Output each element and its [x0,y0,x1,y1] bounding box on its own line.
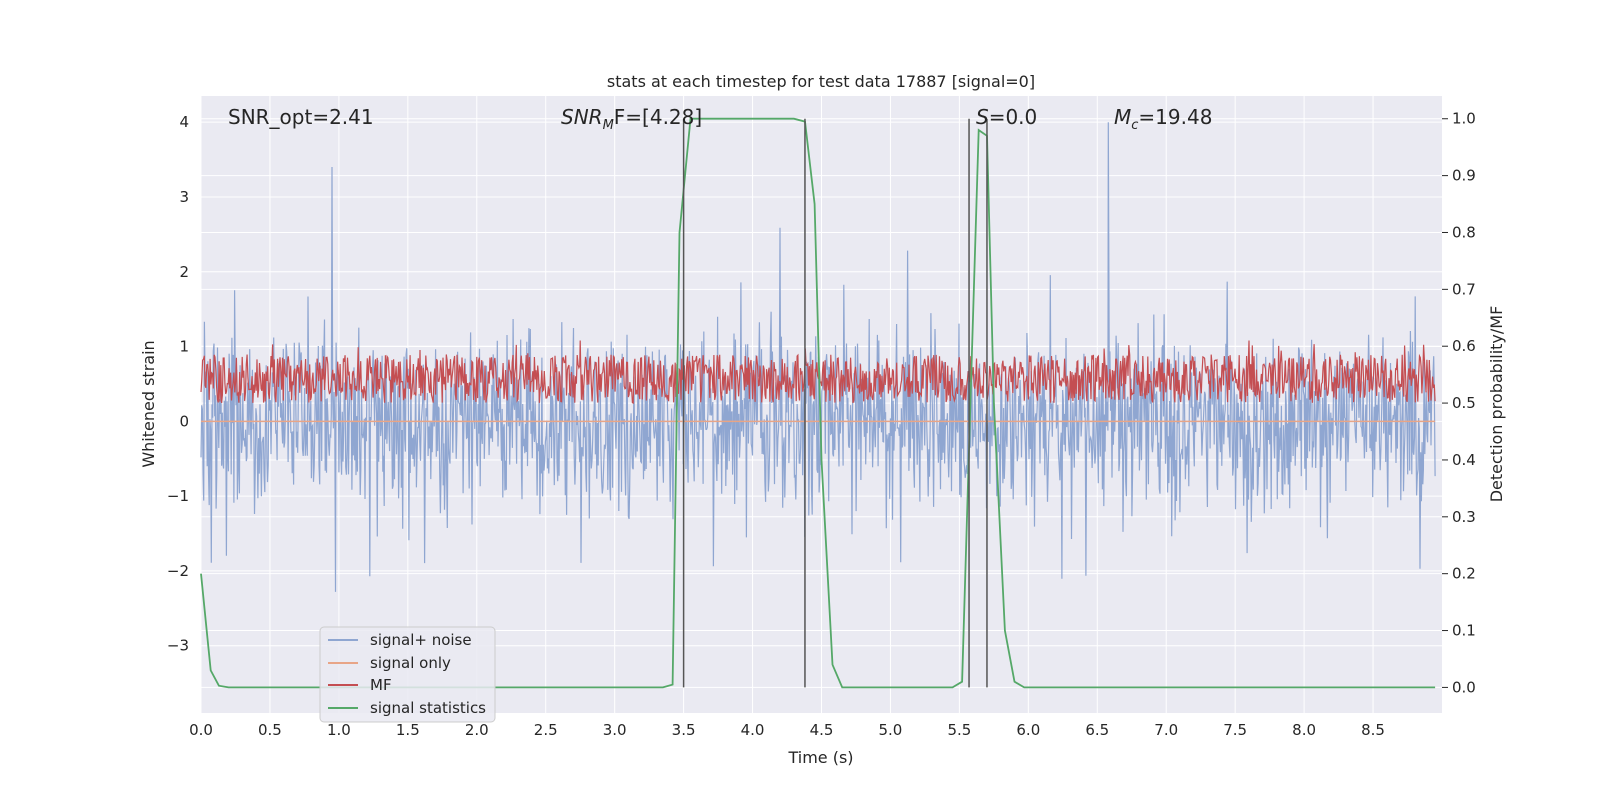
mc-sub: c [1131,118,1138,133]
y-right-tick-label: 0.0 [1452,678,1476,696]
legend[interactable]: signal+ noise signal only MF signal stat… [319,626,496,723]
y-right-tick-label: 0.3 [1452,508,1476,526]
y-left-tick-label: −1 [167,487,189,505]
y-left-tick-label: −2 [167,562,189,580]
y-left-tick-label: 3 [179,188,189,206]
y-left-tick-label: −3 [167,637,189,655]
y-right-tick-label: 0.4 [1452,451,1476,469]
x-tick-label: 0.5 [258,721,282,739]
annotation-snr-mf: SNRMF=[4.28] [561,105,702,133]
x-tick-label: 7.5 [1223,721,1247,739]
x-tick-label: 5.0 [879,721,903,739]
y-right-tick-label: 0.2 [1452,565,1476,583]
x-tick-label: 3.0 [603,721,627,739]
legend-label-noise: signal+ noise [370,631,472,649]
x-tick-label: 4.5 [810,721,834,739]
y-right-tick-labels: 1.0 0.9 0.8 0.7 0.6 0.5 0.4 0.3 0.2 0.1 0.0 [1442,110,1476,696]
x-tick-label: 1.5 [396,721,420,739]
mf-series [200,340,1436,404]
y-right-tick-label: 0.5 [1452,394,1476,412]
y-right-tick-label: 0.8 [1452,223,1476,241]
x-tick-label: 8.0 [1292,721,1316,739]
y-right-tick-label: 0.7 [1452,280,1476,298]
x-tick-label: 1.0 [327,721,351,739]
x-tick-labels: 0.0 0.5 1.0 1.5 2.0 2.5 3.0 3.5 4.0 4.5 5.0 5.5 6.0 6… [189,721,1385,739]
y-right-tick-label: 0.6 [1452,337,1476,355]
legend-label-signal: signal only [370,654,451,672]
x-tick-label: 6.5 [1085,721,1109,739]
x-tick-label: 2.0 [465,721,489,739]
x-tick-label: 8.5 [1361,721,1385,739]
x-tick-label: 3.5 [672,721,696,739]
snr-mf-base: SNR [561,105,603,129]
vertical-markers [682,118,988,688]
legend-box [319,626,496,723]
snr-mf-sub: M [603,118,614,133]
y-right-tick-label: 0.1 [1452,622,1476,640]
annotation-snr-opt: SNR_opt=2.41 [228,105,374,129]
y-left-tick-label: 1 [179,338,189,356]
y-right-tick-label: 0.9 [1452,167,1476,185]
y-left-tick-label: 0 [179,412,189,430]
x-tick-label: 0.0 [189,721,213,739]
s-rest: =0.0 [989,105,1038,129]
y-right-tick-label: 1.0 [1452,110,1476,128]
noise-line [200,122,1436,592]
snr-mf-rest: F=[4.28] [614,105,702,129]
signal-statistics-series [200,117,1436,689]
signal-statistics-line [200,117,1436,689]
y-left-tick-label: 4 [179,113,189,131]
signal-noise-series [200,122,1436,592]
y-left-tick-labels: 4 3 2 1 0 −1 −2 −3 [167,113,189,655]
mf-line [200,340,1436,404]
s-base: S [976,105,989,129]
legend-label-stats: signal statistics [370,699,486,717]
x-tick-label: 4.0 [741,721,765,739]
x-tick-label: 6.0 [1016,721,1040,739]
x-axis-label: Time (s) [787,748,853,767]
annotation-s: S=0.0 [976,105,1037,129]
x-tick-label: 2.5 [534,721,558,739]
y-right-axis-label: Detection probability/MF [1487,306,1506,503]
y-left-axis-label: Whitened strain [139,340,158,467]
legend-label-mf: MF [370,676,392,694]
mc-rest: =19.48 [1138,105,1212,129]
x-tick-label: 7.0 [1154,721,1178,739]
annotation-mc: Mc=19.48 [1114,105,1212,133]
chart-title: stats at each timestep for test data 178… [607,72,1035,91]
y-left-tick-label: 2 [179,263,189,281]
mc-base: M [1114,105,1131,129]
x-tick-label: 5.5 [947,721,971,739]
